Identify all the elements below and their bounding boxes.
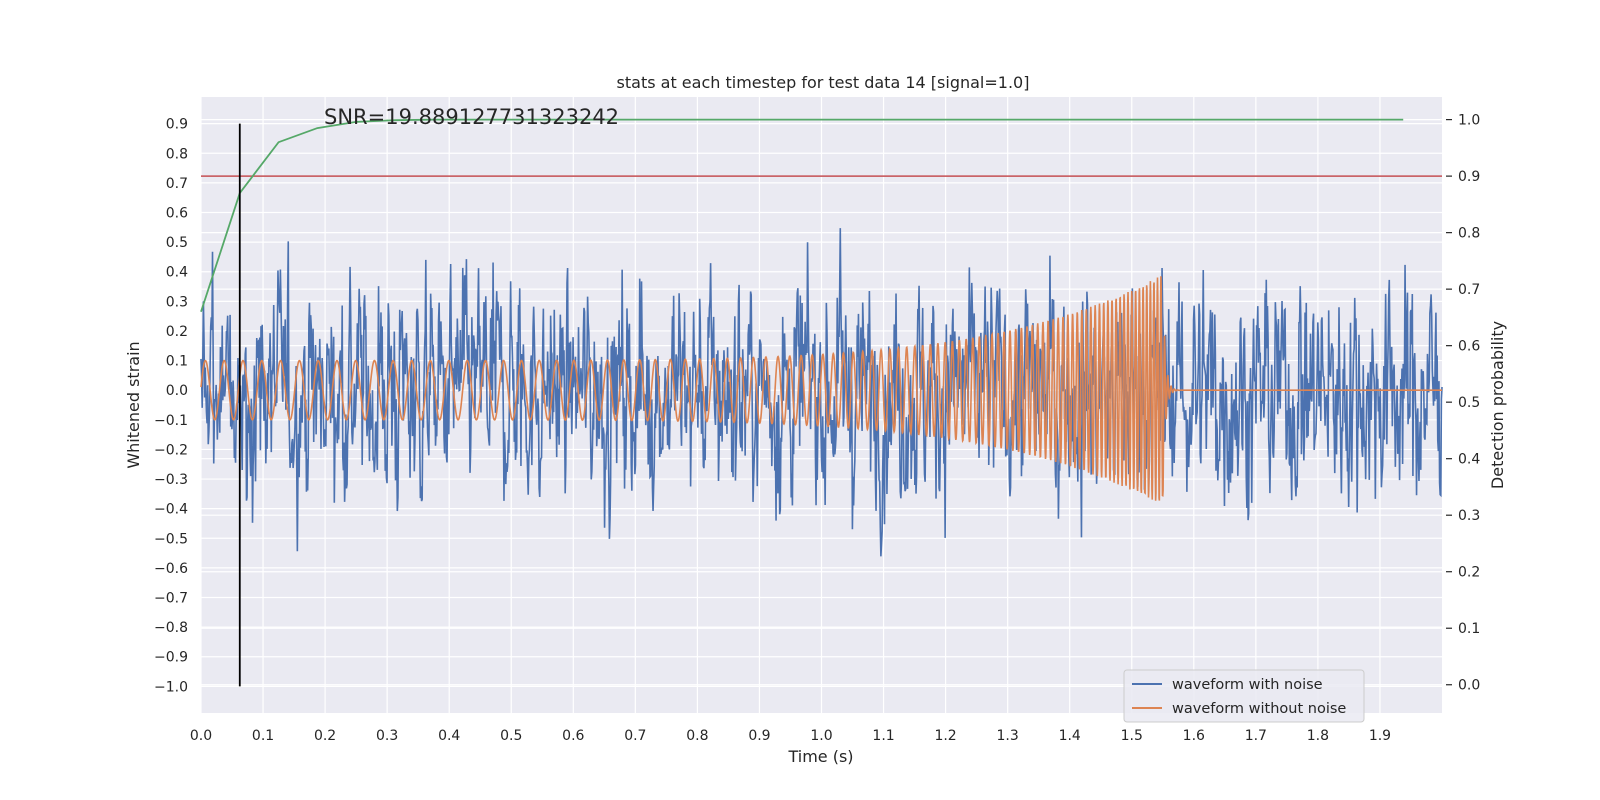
- x-tick-label: 0.3: [376, 728, 398, 744]
- y-tick-label: −0.3: [154, 472, 188, 488]
- y2-tick-label: 0.8: [1458, 226, 1480, 242]
- y-tick-labels: −1.0 −0.9 −0.8 −0.7 −0.6 −0.5 −0.4 −0.3 −0.2 −0.1…: [154, 117, 188, 696]
- y2-tick-label: 0.0: [1458, 678, 1480, 694]
- x-tick-label: 0.6: [562, 728, 584, 744]
- y-tick-label: −0.4: [154, 502, 188, 518]
- legend-box: [1123, 669, 1365, 723]
- y-tick-label: −0.1: [154, 413, 188, 429]
- x-tick-label: 1.4: [1059, 728, 1081, 744]
- y-tick-label: 0.7: [166, 176, 188, 192]
- x-tick-label: 0.8: [686, 728, 708, 744]
- y-tick-label: 0.4: [166, 265, 188, 281]
- y2-tick-labels: 0.0 0.1 0.2 0.3 0.4 0.5 0.6 0.7 0.8 0.9 1.0: [1446, 113, 1480, 694]
- x-tick-label: 1.5: [1121, 728, 1143, 744]
- y-tick-label: 0.9: [166, 117, 188, 133]
- y2-tick-label: 0.5: [1458, 395, 1480, 411]
- y-tick-label: −0.6: [154, 561, 188, 577]
- chart-title: stats at each timestep for test data 14 …: [617, 73, 1030, 92]
- x-tick-labels: 0.0 0.1 0.2 0.3 0.4 0.5 0.6 0.7 0.8 0.9 1.0 1.1 1.2 1…: [190, 728, 1391, 744]
- x-tick-label: 0.1: [252, 728, 274, 744]
- x-tick-label: 0.7: [624, 728, 646, 744]
- y2-tick-label: 0.9: [1458, 169, 1480, 185]
- y-tick-label: 0.1: [166, 354, 188, 370]
- y2-tick-label: 0.4: [1458, 452, 1480, 468]
- x-tick-label: 0.2: [314, 728, 336, 744]
- y-tick-label: −0.9: [154, 650, 188, 666]
- y-tick-label: 0.0: [166, 383, 188, 399]
- plot-area: [200, 118, 1443, 687]
- y-tick-label: 0.8: [166, 146, 188, 162]
- y2-tick-label: 0.3: [1458, 508, 1480, 524]
- y2-tick-label: 0.2: [1458, 565, 1480, 581]
- y2-axis-label: Detection probability: [1488, 321, 1507, 489]
- y-tick-label: 0.2: [166, 324, 188, 340]
- y-axis-label: Whitened strain: [124, 341, 143, 468]
- y2-tick-label: 0.7: [1458, 282, 1480, 298]
- x-tick-label: 1.8: [1307, 728, 1329, 744]
- x-tick-label: 1.2: [934, 728, 956, 744]
- y2-tick-label: 1.0: [1458, 113, 1480, 129]
- y-tick-label: −0.8: [154, 620, 188, 636]
- y-tick-label: 0.6: [166, 206, 188, 222]
- legend: waveform with noise waveform without noi…: [1123, 669, 1365, 723]
- y2-tick-label: 0.1: [1458, 621, 1480, 637]
- x-tick-label: 0.4: [438, 728, 460, 744]
- x-tick-label: 1.9: [1369, 728, 1391, 744]
- x-tick-label: 0.5: [500, 728, 522, 744]
- x-tick-label: 1.0: [810, 728, 832, 744]
- y-tick-label: −0.7: [154, 591, 188, 607]
- x-tick-label: 1.3: [997, 728, 1019, 744]
- series-waveform-without-noise: [200, 276, 1442, 501]
- y-gridlines: [201, 119, 1442, 687]
- y-tick-label: 0.3: [166, 294, 188, 310]
- legend-label-noise: waveform with noise: [1172, 677, 1323, 693]
- y-tick-label: 0.5: [166, 235, 188, 251]
- y-tick-label: −1.0: [154, 679, 188, 695]
- x-axis-label: Time (s): [787, 747, 853, 766]
- y-tick-label: −0.5: [154, 531, 188, 547]
- legend-label-clean: waveform without noise: [1172, 701, 1346, 717]
- y-tick-label: −0.2: [154, 442, 188, 458]
- x-tick-label: 1.6: [1183, 728, 1205, 744]
- x-tick-label: 0.9: [748, 728, 770, 744]
- series-detection-probability: [200, 118, 1404, 313]
- x-tick-label: 1.1: [872, 728, 894, 744]
- snr-annotation: SNR=19.889127731323242: [324, 105, 619, 129]
- x-tick-label: 1.7: [1245, 728, 1267, 744]
- x-tick-label: 0.0: [190, 728, 212, 744]
- y2-tick-label: 0.6: [1458, 339, 1480, 355]
